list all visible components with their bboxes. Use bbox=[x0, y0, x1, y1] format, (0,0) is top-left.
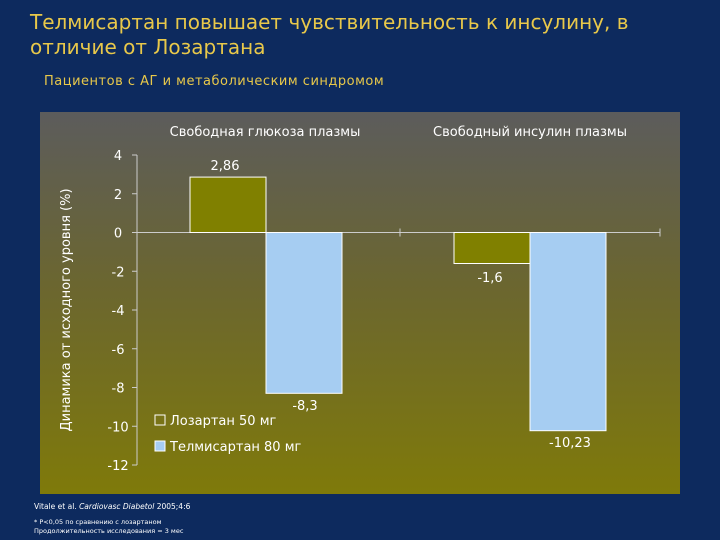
y-tick-label: -4 bbox=[112, 304, 125, 319]
footnote-significance: * P<0,05 по сравнению с лозартаном bbox=[34, 518, 162, 526]
slide-subtitle: Пациентов с АГ и метаболическим синдромо… bbox=[44, 74, 385, 89]
legend-swatch bbox=[154, 414, 166, 426]
y-tick-label: -10 bbox=[107, 420, 128, 435]
y-tick-label: 2 bbox=[114, 188, 122, 203]
legend-label: Телмисартан 80 мг bbox=[169, 440, 302, 455]
bar bbox=[265, 232, 343, 394]
legend-swatch bbox=[154, 440, 166, 452]
footnotes: * P<0,05 по сравнению с лозартаном Продо… bbox=[34, 518, 183, 536]
data-label: 2,86 bbox=[211, 159, 240, 174]
bar bbox=[189, 176, 267, 233]
slide-title: Телмисартан повышает чувствительность к … bbox=[30, 10, 629, 59]
data-label: -1,6 bbox=[477, 271, 502, 286]
bar bbox=[529, 232, 607, 432]
footnote-duration: Продолжительность исследования = 3 мес bbox=[34, 527, 184, 535]
y-tick-label: -8 bbox=[112, 382, 125, 397]
citation: Vitale et al. Cardiovasc Diabetol 2005;4… bbox=[34, 502, 191, 511]
citation-journal: Cardiovasc Diabetol bbox=[79, 502, 155, 511]
category-label: Свободная глюкоза плазмы bbox=[170, 125, 361, 140]
y-tick-label: -6 bbox=[112, 343, 125, 358]
y-tick-label: 0 bbox=[114, 227, 122, 242]
y-axis-label: Динамика от исходного уровня (%) bbox=[59, 188, 74, 431]
bar bbox=[453, 232, 531, 264]
data-label: -10,23 bbox=[549, 436, 591, 451]
legend-label: Лозартан 50 мг bbox=[170, 414, 277, 429]
y-tick-label: -2 bbox=[112, 265, 125, 280]
y-tick-label: -12 bbox=[107, 459, 128, 474]
category-label: Свободный инсулин плазмы bbox=[433, 125, 627, 140]
y-tick-label: 4 bbox=[114, 149, 122, 164]
data-label: -8,3 bbox=[292, 399, 317, 414]
